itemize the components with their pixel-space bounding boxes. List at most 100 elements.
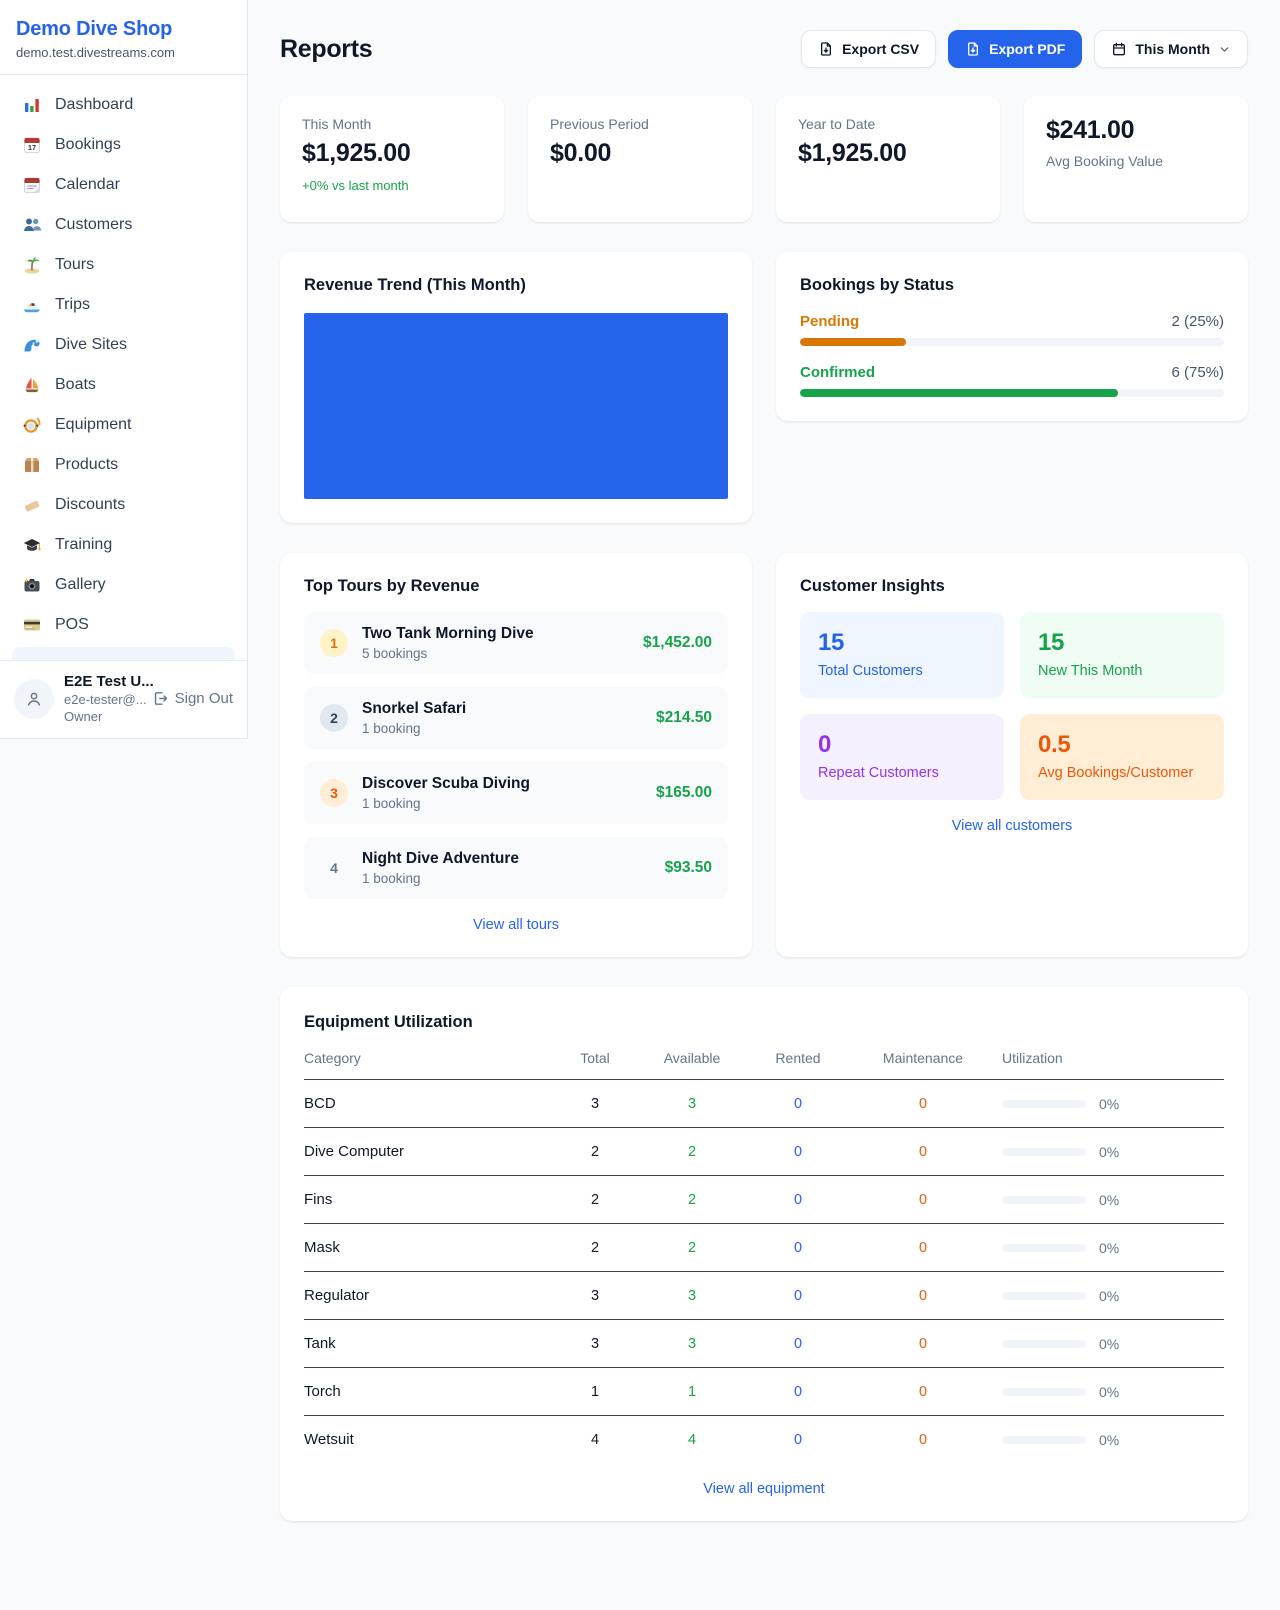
equipment-rented: 0 xyxy=(793,1335,803,1352)
stat-label: Year to Date xyxy=(798,116,876,132)
utilization-percent: 0% xyxy=(1099,1287,1120,1304)
column-header: Category xyxy=(304,1050,361,1066)
sidebar-item-label: Customers xyxy=(55,216,133,233)
equipment-category: Torch xyxy=(304,1383,341,1400)
rank-badge: 3 xyxy=(320,779,348,807)
equipment-available: 3 xyxy=(687,1335,697,1352)
customers-icon xyxy=(22,215,42,235)
sidebar-item-gallery[interactable]: Gallery xyxy=(12,565,235,605)
sign-out-button[interactable]: Sign Out xyxy=(152,690,233,707)
table-row: BCD 3 3 0 0 0% xyxy=(304,1080,1224,1128)
equipment-total: 3 xyxy=(590,1335,600,1352)
sidebar-item-dashboard[interactable]: Dashboard xyxy=(12,85,235,125)
export-csv-button[interactable]: Export CSV xyxy=(801,30,937,68)
sidebar-item-equipment[interactable]: Equipment xyxy=(12,405,235,445)
equipment-available: 4 xyxy=(687,1431,697,1448)
boats-icon xyxy=(22,375,42,395)
utilization-bar xyxy=(1002,1339,1086,1348)
equipment-category: Mask xyxy=(304,1239,340,1256)
tour-amount: $93.50 xyxy=(664,859,712,876)
sidebar-item-label: Boats xyxy=(55,376,96,393)
equipment-utilization-title: Equipment Utilization xyxy=(304,1013,473,1031)
equipment-rented: 0 xyxy=(793,1143,803,1160)
sidebar-item-discounts[interactable]: Discounts xyxy=(12,485,235,525)
tour-row: 3 Discover Scuba Diving 1 booking $165.00 xyxy=(304,762,728,824)
sidebar-item-tours[interactable]: Tours xyxy=(12,245,235,285)
equipment-utilization: 0% xyxy=(998,1096,1224,1112)
sidebar-item-reports-clipped[interactable] xyxy=(12,647,235,660)
sidebar-item-dive-sites[interactable]: Dive Sites xyxy=(12,325,235,365)
sidebar-item-label: Gallery xyxy=(55,576,106,593)
equipment-maintenance: 0 xyxy=(918,1431,928,1448)
sign-out-label: Sign Out xyxy=(174,690,233,707)
calendar-icon xyxy=(22,175,42,195)
period-label: This Month xyxy=(1135,41,1210,57)
table-row: Wetsuit 4 4 0 0 0% xyxy=(304,1416,1224,1463)
bookings-icon: 17 xyxy=(22,135,42,155)
equipment-rented: 0 xyxy=(793,1383,803,1400)
view-all-tours-link[interactable]: View all tours xyxy=(473,917,559,933)
stat-card: Previous Period $0.00 xyxy=(528,96,752,222)
view-all-equipment-link[interactable]: View all equipment xyxy=(703,1481,825,1497)
column-header: Rented xyxy=(775,1050,821,1066)
equipment-total: 1 xyxy=(590,1383,600,1400)
period-select[interactable]: This Month xyxy=(1094,30,1248,68)
equipment-table: Category Total Available Rented Maintenance U… xyxy=(304,1050,1224,1463)
shop-domain: demo.test.divestreams.com xyxy=(16,45,175,60)
status-bar xyxy=(800,338,1224,346)
sidebar-item-label: Dashboard xyxy=(55,96,134,113)
sidebar-item-customers[interactable]: Customers xyxy=(12,205,235,245)
export-pdf-button[interactable]: Export PDF xyxy=(948,30,1083,68)
equipment-utilization-card: Equipment Utilization Category Total Avail… xyxy=(280,987,1248,1521)
insight-tile: 15 Total Customers xyxy=(800,612,1004,698)
stat-value: $1,925.00 xyxy=(798,139,907,167)
equipment-total: 3 xyxy=(590,1095,600,1112)
top-tours-card: Top Tours by Revenue 1 Two Tank Morning D… xyxy=(280,553,752,957)
utilization-percent: 0% xyxy=(1099,1095,1120,1112)
tour-amount: $214.50 xyxy=(655,709,712,726)
user-name: E2E Test U... xyxy=(64,673,154,690)
equipment-category: Tank xyxy=(304,1335,336,1352)
tour-name: Discover Scuba Diving xyxy=(362,775,530,792)
user-meta: E2E Test U... e2e-tester@... Owner xyxy=(64,673,154,724)
sidebar-item-training[interactable]: Training xyxy=(12,525,235,565)
chevron-down-icon xyxy=(1220,46,1229,52)
equipment-rented: 0 xyxy=(793,1287,803,1304)
pos-icon xyxy=(22,615,42,635)
file-download-icon xyxy=(968,42,979,56)
equipment-utilization: 0% xyxy=(998,1288,1224,1304)
insight-value: 0.5 xyxy=(1038,731,1071,758)
equipment-rented: 0 xyxy=(793,1095,803,1112)
customer-insights-card: Customer Insights 15 Total Customers 15 New… xyxy=(776,553,1248,957)
tour-bookings: 1 booking xyxy=(362,796,421,811)
sidebar-item-trips[interactable]: Trips xyxy=(12,285,235,325)
equipment-table-header: Category Total Available Rented Maintenance U… xyxy=(304,1050,1224,1080)
equipment-category: BCD xyxy=(304,1095,336,1112)
shop-name: Demo Dive Shop xyxy=(16,18,173,40)
utilization-percent: 0% xyxy=(1099,1239,1120,1256)
avatar xyxy=(14,678,54,719)
utilization-percent: 0% xyxy=(1099,1383,1120,1400)
person-icon xyxy=(27,692,41,706)
sign-out-icon xyxy=(154,692,167,705)
customer-insights-title: Customer Insights xyxy=(800,577,945,595)
equipment-total: 3 xyxy=(590,1287,600,1304)
equipment-utilization: 0% xyxy=(998,1240,1224,1256)
equipment-total: 2 xyxy=(590,1143,600,1160)
export-csv-label: Export CSV xyxy=(842,41,920,57)
sidebar-item-products[interactable]: Products xyxy=(12,445,235,485)
insight-label: New This Month xyxy=(1038,663,1143,679)
view-all-customers-link[interactable]: View all customers xyxy=(951,818,1073,834)
equipment-utilization: 0% xyxy=(998,1144,1224,1160)
lists-row: Top Tours by Revenue 1 Two Tank Morning D… xyxy=(280,553,1248,957)
sidebar-item-calendar[interactable]: Calendar xyxy=(12,165,235,205)
equipment-maintenance: 0 xyxy=(918,1191,928,1208)
equipment-category: Wetsuit xyxy=(304,1431,354,1448)
insight-tiles: 15 Total Customers 15 New This Month 0 Repeat… xyxy=(800,612,1224,800)
sidebar-item-pos[interactable]: POS xyxy=(12,605,235,645)
sidebar-item-bookings[interactable]: 17 Bookings xyxy=(12,125,235,165)
sidebar-item-label: Tours xyxy=(55,256,95,273)
insight-value: 15 xyxy=(1038,629,1065,656)
sidebar-item-boats[interactable]: Boats xyxy=(12,365,235,405)
equipment-utilization: 0% xyxy=(998,1336,1224,1352)
